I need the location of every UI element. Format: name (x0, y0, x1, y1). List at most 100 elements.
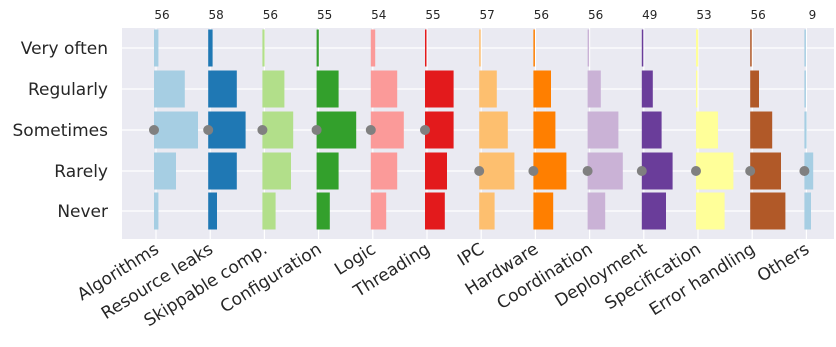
bar (696, 152, 734, 190)
total-label: 56 (588, 8, 603, 22)
total-label: 58 (209, 8, 224, 22)
bar (750, 70, 759, 108)
bar (262, 29, 265, 67)
bar (370, 70, 398, 108)
total-label: 56 (263, 8, 278, 22)
bar (587, 111, 619, 149)
median-marker (636, 166, 647, 176)
bar (262, 152, 291, 190)
bar (370, 29, 376, 67)
bar (479, 192, 495, 230)
bar (750, 111, 773, 149)
total-label: 56 (751, 8, 766, 22)
bar (154, 70, 185, 108)
bar (641, 70, 653, 108)
bar (208, 111, 246, 149)
bar (154, 152, 176, 190)
bar (208, 152, 237, 190)
bar (208, 70, 237, 108)
total-labels: 56 58 56 55 54 55 57 56 56 49 53 56 9 (154, 8, 816, 22)
bar (750, 192, 786, 230)
bar (641, 192, 666, 230)
bar (641, 152, 673, 190)
bar (262, 192, 276, 230)
total-label: 55 (317, 8, 332, 22)
total-label: 9 (809, 8, 817, 22)
bar (208, 29, 213, 67)
bar (316, 192, 330, 230)
bar (316, 111, 357, 149)
y-tick-label: Rarely (54, 162, 108, 182)
x-tick-label: IPC (454, 239, 488, 270)
y-tick-label: Never (57, 202, 108, 222)
median-marker (257, 125, 268, 135)
bar (696, 111, 718, 149)
bar (316, 70, 339, 108)
bar (370, 152, 398, 190)
bar (533, 111, 556, 149)
bar (479, 29, 481, 67)
bar (425, 192, 445, 230)
total-label: 55 (425, 8, 440, 22)
total-label: 56 (534, 8, 549, 22)
median-marker (149, 125, 159, 135)
bar (804, 29, 806, 67)
median-marker (745, 166, 756, 176)
bar (587, 152, 623, 190)
total-label: 56 (154, 8, 169, 22)
bar (154, 29, 159, 67)
bar (262, 111, 294, 149)
median-markers (149, 125, 810, 176)
bar (425, 70, 454, 108)
median-marker (528, 166, 539, 176)
bar (533, 70, 551, 108)
bar (804, 192, 811, 230)
bar (587, 29, 590, 67)
median-marker (582, 166, 593, 176)
bar (479, 70, 497, 108)
bar (533, 29, 535, 67)
bar (804, 70, 806, 108)
bar (208, 192, 217, 230)
bar (750, 152, 781, 190)
total-label: 54 (371, 8, 386, 22)
bar (316, 152, 339, 190)
x-tick-label: Others (754, 239, 813, 286)
y-tick-label: Sometimes (13, 121, 109, 141)
bar (587, 192, 606, 230)
bar (696, 192, 725, 230)
bar (370, 111, 404, 149)
bar (262, 70, 285, 108)
bar (533, 152, 567, 190)
bar (696, 29, 699, 67)
median-marker (474, 166, 485, 176)
total-label: 49 (642, 8, 657, 22)
bar (479, 111, 508, 149)
bar (587, 70, 601, 108)
bar (425, 152, 447, 190)
y-axis-tick-labels: Very often Regularly Sometimes Rarely Never (13, 39, 109, 222)
median-marker (203, 125, 214, 135)
bar (641, 111, 662, 149)
bar (479, 152, 515, 190)
total-label: 53 (696, 8, 711, 22)
total-label: 57 (480, 8, 495, 22)
median-marker (799, 166, 810, 176)
bar (804, 111, 807, 149)
bar (154, 192, 159, 230)
y-tick-label: Regularly (28, 80, 108, 100)
median-marker (420, 125, 430, 135)
bar (316, 29, 319, 67)
median-marker (691, 166, 701, 176)
bar (696, 70, 698, 108)
bar (154, 111, 198, 149)
median-marker (365, 125, 376, 135)
bar (425, 29, 427, 67)
bar (641, 29, 644, 67)
bar (750, 29, 752, 67)
bar (533, 192, 554, 230)
y-tick-label: Very often (21, 39, 108, 59)
bar (370, 192, 387, 230)
